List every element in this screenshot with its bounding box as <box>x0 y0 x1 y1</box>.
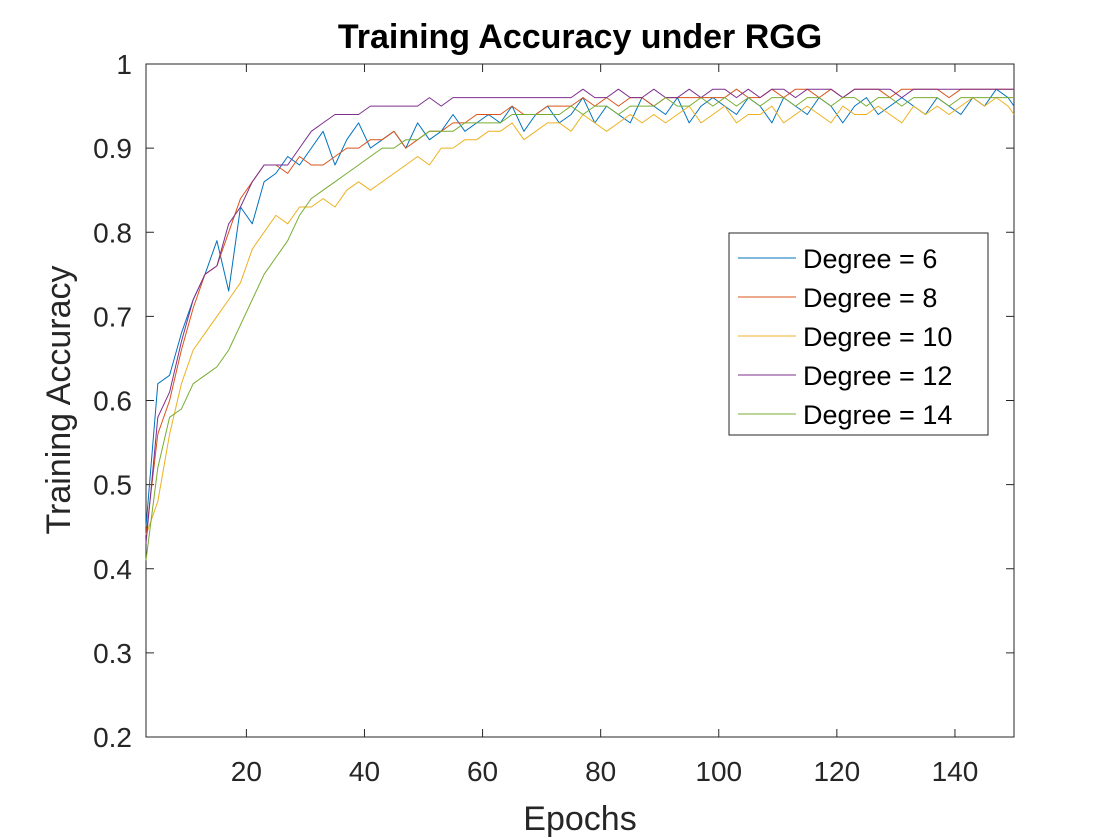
series-lines <box>145 88 1015 561</box>
x-tick-label: 100 <box>695 756 742 787</box>
legend: Degree = 6 Degree = 8 Degree = 10 Degree = … <box>728 232 989 436</box>
x-axis-label: Epochs <box>523 800 636 838</box>
legend-label-0: Degree = 6 <box>803 244 937 274</box>
y-tick-label: 0.6 <box>93 386 132 417</box>
y-tick-label: 0.8 <box>93 217 132 248</box>
y-tick-label: 0.9 <box>93 133 132 164</box>
legend-label-2: Degree = 10 <box>803 322 952 352</box>
y-tick-label: 1 <box>116 49 132 80</box>
x-tick-label: 120 <box>813 756 860 787</box>
axis-ticks: 20 40 60 80 100 120 140 0.2 0.3 0.4 0.5 0.6 0.7 0.8 0.… <box>93 49 1014 787</box>
y-tick-label: 0.3 <box>93 638 132 669</box>
legend-label-4: Degree = 14 <box>803 400 952 430</box>
y-axis-label: Training Accuracy <box>40 266 78 535</box>
chart-title: Training Accuracy under RGG <box>338 18 822 56</box>
x-tick-label: 60 <box>467 756 498 787</box>
y-tick-label: 0.2 <box>93 722 132 753</box>
y-tick-label: 0.4 <box>93 554 132 585</box>
y-tick-label: 0.7 <box>93 301 132 332</box>
legend-label-1: Degree = 8 <box>803 283 937 313</box>
x-tick-label: 140 <box>932 756 979 787</box>
x-tick-label: 80 <box>585 756 616 787</box>
x-tick-label: 40 <box>349 756 380 787</box>
series-line-3 <box>145 88 1014 544</box>
series-line-4 <box>145 97 1014 561</box>
y-tick-label: 0.5 <box>93 470 132 501</box>
legend-box <box>728 232 989 436</box>
legend-label-3: Degree = 12 <box>803 361 952 391</box>
x-tick-label: 20 <box>231 756 262 787</box>
